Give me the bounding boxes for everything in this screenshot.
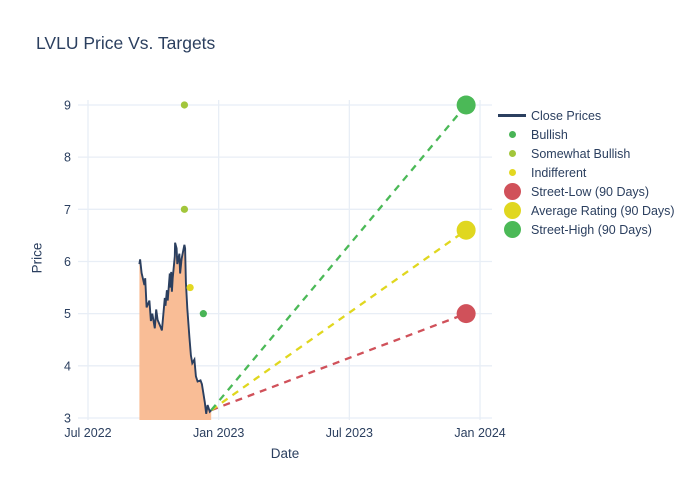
target-projection-line	[210, 104, 468, 411]
legend: Close Prices Bullish Somewhat Bullish Indif…	[493, 106, 675, 239]
target-marker-street-high-days	[456, 95, 476, 115]
dot-marker-icon	[493, 183, 531, 200]
y-tick-label: 6	[64, 255, 71, 269]
analyst-rating-dot	[180, 101, 189, 109]
legend-item-street-low-days[interactable]: Street-Low (90 Days)	[493, 182, 675, 201]
y-tick-label: 3	[64, 412, 71, 426]
close-price-line	[138, 242, 212, 414]
x-tick-label: Jan 2023	[193, 426, 244, 440]
x-axis-title: Date	[270, 446, 300, 461]
target-marker-average-rating-days	[456, 220, 476, 240]
legend-item-average-rating-days[interactable]: Average Rating (90 Days)	[493, 201, 675, 220]
analyst-rating-dot	[186, 283, 194, 292]
dot-marker-icon	[493, 169, 531, 176]
analyst-rating-dot	[180, 205, 189, 213]
y-tick-label: 8	[64, 151, 71, 165]
dot-marker-icon	[493, 221, 531, 238]
legend-label: Bullish	[531, 127, 568, 142]
dot-marker-icon	[493, 131, 531, 138]
y-tick-label: 9	[64, 98, 71, 112]
target-projection-line	[210, 229, 467, 412]
x-tick-label: Jan 2024	[454, 426, 505, 440]
legend-label: Close Prices	[531, 108, 602, 123]
target-marker-street-low-days	[456, 304, 476, 324]
x-tick-label: Jul 2022	[64, 426, 111, 440]
target-projection-line	[210, 312, 467, 412]
y-tick-label: 5	[64, 307, 71, 321]
legend-label: Somewhat Bullish	[531, 146, 631, 161]
legend-label: Street-High (90 Days)	[531, 222, 652, 237]
line-marker-icon	[493, 114, 531, 117]
close-price-area-fill	[139, 242, 212, 420]
dot-marker-icon	[493, 202, 531, 219]
legend-item-close-prices[interactable]: Close Prices	[493, 106, 675, 125]
legend-item-bullish[interactable]: Bullish	[493, 125, 675, 144]
y-axis-title: Price	[29, 242, 45, 274]
legend-item-indifferent[interactable]: Indifferent	[493, 163, 675, 182]
legend-item-somewhat-bullish[interactable]: Somewhat Bullish	[493, 144, 675, 163]
y-tick-label: 4	[64, 359, 71, 373]
legend-label: Indifferent	[531, 165, 587, 180]
y-tick-label: 7	[64, 203, 71, 217]
x-tick-label: Jul 2023	[326, 426, 373, 440]
dot-marker-icon	[493, 150, 531, 157]
analyst-rating-dot	[199, 310, 207, 318]
legend-label: Street-Low (90 Days)	[531, 184, 650, 199]
legend-label: Average Rating (90 Days)	[531, 203, 675, 218]
chart-title: LVLU Price Vs. Targets	[36, 33, 216, 53]
legend-item-street-high-days[interactable]: Street-High (90 Days)	[493, 220, 675, 239]
